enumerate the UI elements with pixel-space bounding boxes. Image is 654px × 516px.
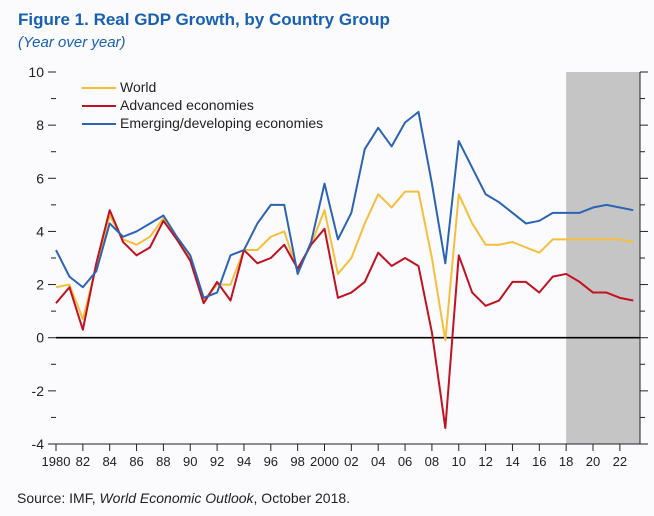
x-tick-label: 14 [505,454,519,469]
y-tick-label: 8 [36,117,44,133]
x-tick-label: 18 [559,454,573,469]
series-emerging-developing-economies [56,112,633,298]
x-tick-label: 82 [76,454,90,469]
y-tick-label: 0 [36,330,44,346]
x-tick-label: 90 [183,454,197,469]
y-tick-label: -4 [32,436,45,452]
y-tick-label: -2 [32,383,45,399]
legend-label: World [120,79,156,95]
x-tick-label: 22 [613,454,627,469]
x-tick-label: 86 [129,454,143,469]
forecast-band [566,72,640,444]
x-tick-label: 04 [371,454,385,469]
y-tick-label: 6 [36,170,44,186]
x-tick-label: 12 [478,454,492,469]
legend-label: Advanced economies [120,97,254,113]
x-tick-label: 84 [102,454,116,469]
y-tick-label: 4 [36,223,44,239]
x-tick-label: 92 [210,454,224,469]
series-advanced-economies [56,210,633,428]
chart-source: Source: IMF, World Economic Outlook, Oct… [17,490,350,506]
x-tick-label: 10 [452,454,466,469]
x-tick-label: 98 [290,454,304,469]
gdp-line-chart: -4-2024681019808284868890929496982000020… [0,0,654,516]
legend-label: Emerging/developing economies [120,115,323,131]
x-tick-label: 88 [156,454,170,469]
x-tick-label: 1980 [42,454,71,469]
x-tick-label: 2000 [310,454,339,469]
x-tick-label: 02 [344,454,358,469]
x-tick-label: 08 [425,454,439,469]
x-tick-label: 20 [586,454,600,469]
x-tick-label: 94 [237,454,251,469]
x-tick-label: 96 [264,454,278,469]
series-world [56,192,633,341]
y-tick-label: 2 [36,277,44,293]
y-tick-label: 10 [28,64,44,80]
x-tick-label: 16 [532,454,546,469]
x-tick-label: 06 [398,454,412,469]
